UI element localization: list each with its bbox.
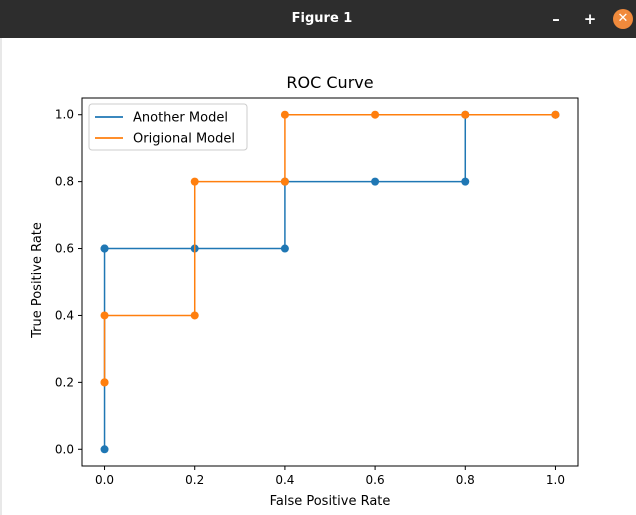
window-title: Figure 1 — [291, 11, 353, 26]
y-tick-label: 1.0 — [55, 108, 74, 122]
title-bar[interactable]: Figure 1 – + ✕ — [0, 0, 636, 38]
data-point — [371, 177, 380, 186]
minimize-button[interactable]: – — [552, 10, 560, 28]
y-tick-label: 0.8 — [55, 175, 74, 189]
x-tick-label: 0.6 — [366, 473, 385, 487]
x-tick-label: 1.0 — [546, 473, 565, 487]
legend-label: Origional Model — [133, 132, 235, 147]
axes: 0.0 0.2 0.4 0.6 0.8 1.0 0.0 0.2 0.4 0.6 0.8 1.0 — [55, 97, 579, 487]
x-tick-label: 0.8 — [456, 473, 475, 487]
x-tick-label: 0.0 — [95, 473, 114, 487]
data-point — [461, 177, 470, 186]
roc-chart: ROC Curve 0.0 0.2 0.4 0.6 0.8 1.0 0.0 0.2 0.4 0.6… — [30, 73, 579, 509]
y-tick-label: 0.4 — [55, 308, 74, 322]
data-point — [371, 110, 380, 119]
legend: Another Model Origional Model — [88, 103, 248, 151]
axes-frame — [81, 97, 579, 467]
close-button[interactable]: ✕ — [613, 9, 633, 29]
y-tick-label: 0.0 — [55, 442, 74, 456]
chart-title: ROC Curve — [286, 73, 373, 92]
x-tick-label: 0.4 — [275, 473, 294, 487]
y-axis-label: True Positive Rate — [30, 222, 45, 339]
data-point — [190, 311, 199, 320]
x-axis-label: False Positive Rate — [270, 494, 391, 509]
data-point — [100, 244, 109, 253]
data-point — [461, 110, 470, 119]
series-line-0 — [103, 113, 556, 450]
x-tick-label: 0.2 — [185, 473, 204, 487]
window-border — [0, 38, 2, 515]
plot-area — [100, 110, 560, 454]
data-point — [100, 378, 109, 387]
legend-box — [88, 103, 248, 151]
data-point — [190, 177, 199, 186]
data-point — [100, 445, 109, 454]
data-point — [280, 244, 289, 253]
data-point — [280, 110, 289, 119]
data-point — [551, 110, 560, 119]
data-point — [280, 177, 289, 186]
figure-canvas[interactable]: ROC Curve 0.0 0.2 0.4 0.6 0.8 1.0 0.0 0.2 0.4 0.6… — [0, 38, 636, 515]
maximize-button[interactable]: + — [583, 10, 597, 28]
data-point — [100, 311, 109, 320]
legend-label: Another Model — [133, 111, 228, 126]
y-tick-label: 0.6 — [55, 242, 74, 256]
y-tick-label: 0.2 — [55, 375, 74, 389]
